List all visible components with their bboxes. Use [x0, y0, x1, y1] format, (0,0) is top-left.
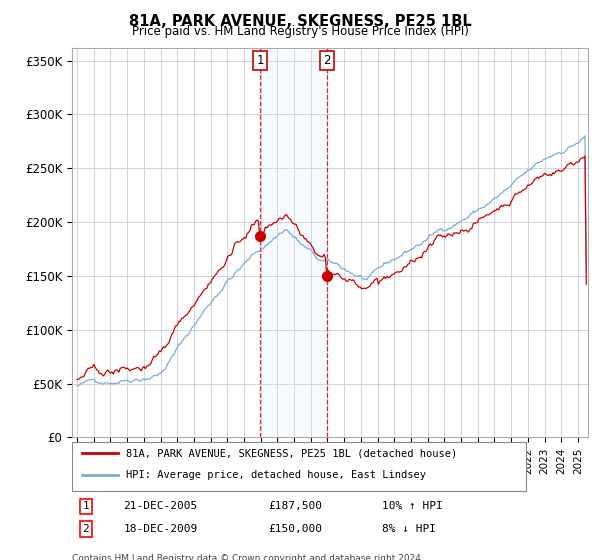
- Text: £150,000: £150,000: [268, 524, 322, 534]
- Text: 81A, PARK AVENUE, SKEGNESS, PE25 1BL: 81A, PARK AVENUE, SKEGNESS, PE25 1BL: [128, 14, 472, 29]
- Text: 8% ↓ HPI: 8% ↓ HPI: [382, 524, 436, 534]
- Text: £187,500: £187,500: [268, 501, 322, 511]
- Text: 1: 1: [82, 501, 89, 511]
- Text: 10% ↑ HPI: 10% ↑ HPI: [382, 501, 442, 511]
- Text: 18-DEC-2009: 18-DEC-2009: [124, 524, 198, 534]
- Text: Price paid vs. HM Land Registry's House Price Index (HPI): Price paid vs. HM Land Registry's House …: [131, 25, 469, 38]
- Text: 21-DEC-2005: 21-DEC-2005: [124, 501, 198, 511]
- Bar: [260, 48, 327, 437]
- Text: Contains HM Land Registry data © Crown copyright and database right 2024.
This d: Contains HM Land Registry data © Crown c…: [72, 554, 424, 560]
- Text: 2: 2: [323, 54, 331, 67]
- Text: 81A, PARK AVENUE, SKEGNESS, PE25 1BL (detached house): 81A, PARK AVENUE, SKEGNESS, PE25 1BL (de…: [126, 448, 457, 458]
- Text: 1: 1: [256, 54, 264, 67]
- Text: HPI: Average price, detached house, East Lindsey: HPI: Average price, detached house, East…: [126, 470, 426, 480]
- FancyBboxPatch shape: [72, 442, 526, 491]
- Text: 2: 2: [82, 524, 89, 534]
